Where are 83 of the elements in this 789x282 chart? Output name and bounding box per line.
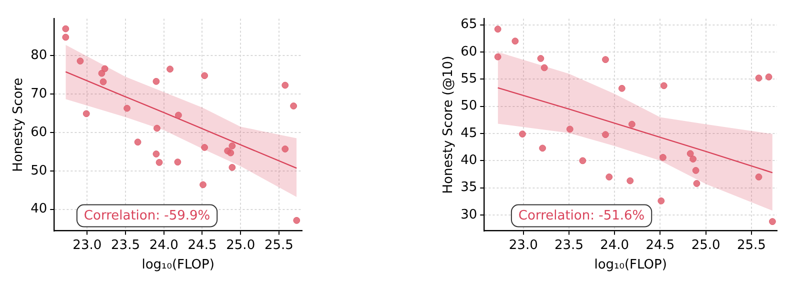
x-tick-label: 23.5: [111, 238, 140, 253]
y-axis-title: Honesty Score: [11, 78, 26, 172]
point: [124, 104, 130, 112]
y-tick-label: 50: [30, 163, 48, 178]
y-tick-label: 60: [460, 44, 478, 60]
point: [628, 120, 636, 128]
point: [156, 158, 163, 166]
point: [765, 74, 772, 80]
point: [692, 167, 700, 174]
x-tick-label: 25.0: [691, 238, 720, 253]
point: [201, 72, 208, 80]
point: [76, 58, 84, 64]
x-tick-label: 25.5: [736, 238, 766, 253]
point: [660, 82, 668, 90]
point: [166, 66, 174, 73]
x-tick-label: 25.5: [264, 238, 294, 253]
point: [98, 70, 106, 77]
x-tick-label: 23.5: [554, 238, 584, 253]
x-tick-label: 24.0: [149, 238, 178, 253]
point: [660, 154, 666, 161]
point: [690, 156, 697, 162]
point: [228, 164, 236, 171]
x-axis-title: log₁₀(FLOP): [142, 258, 214, 273]
y-axis-title: Honesty Score (@10): [441, 56, 456, 194]
x-tick-label: 23.0: [72, 238, 102, 253]
annotation: Correlation: -51.6%: [518, 208, 645, 224]
point: [618, 84, 626, 92]
point: [539, 144, 546, 152]
x-axis-title: log₁₀(FLOP): [594, 258, 667, 273]
point: [658, 197, 665, 204]
y-tick-label: 60: [30, 124, 48, 140]
point: [174, 158, 182, 166]
point: [606, 174, 613, 180]
y-tick-label: 40: [30, 202, 48, 217]
point: [134, 138, 142, 146]
y-tick-label: 30: [460, 207, 478, 222]
point: [62, 25, 70, 32]
point: [62, 34, 70, 41]
x-tick-label: 25.0: [226, 238, 256, 253]
point: [201, 144, 208, 151]
y-tick-label: 70: [30, 86, 48, 102]
y-tick-label: 55: [460, 72, 478, 87]
point: [200, 181, 206, 188]
point: [686, 150, 694, 158]
point: [227, 149, 234, 156]
point: [282, 146, 289, 152]
point: [768, 218, 776, 226]
point: [755, 74, 762, 82]
y-tick-label: 45: [460, 126, 478, 141]
x-tick-label: 23.0: [508, 238, 538, 253]
point: [175, 112, 182, 119]
y-tick-label: 80: [30, 48, 48, 64]
point: [512, 38, 519, 45]
point: [293, 216, 300, 224]
point: [282, 82, 289, 89]
point: [537, 55, 544, 62]
x-tick-label: 24.0: [600, 238, 630, 253]
point: [755, 174, 762, 180]
point: [494, 26, 502, 33]
point: [152, 78, 160, 85]
point: [626, 177, 634, 184]
point: [290, 102, 298, 110]
y-tick-label: 35: [460, 180, 478, 196]
point: [101, 65, 108, 72]
y-tick-label: 65: [460, 17, 478, 32]
point: [494, 53, 502, 60]
point: [602, 56, 609, 64]
x-tick-label: 24.5: [646, 238, 675, 253]
point: [566, 126, 574, 133]
y-tick-label: 50: [460, 98, 478, 114]
point: [154, 124, 160, 132]
point: [228, 142, 236, 150]
point: [579, 157, 586, 164]
point: [152, 150, 160, 158]
point: [540, 64, 548, 72]
point: [519, 130, 526, 138]
point: [82, 110, 90, 118]
y-tick-label: 40: [460, 153, 478, 168]
point: [693, 180, 700, 187]
x-tick-label: 24.5: [188, 238, 217, 253]
point: [602, 131, 609, 138]
point: [100, 78, 107, 86]
annotation: Correlation: -59.9%: [84, 208, 210, 224]
